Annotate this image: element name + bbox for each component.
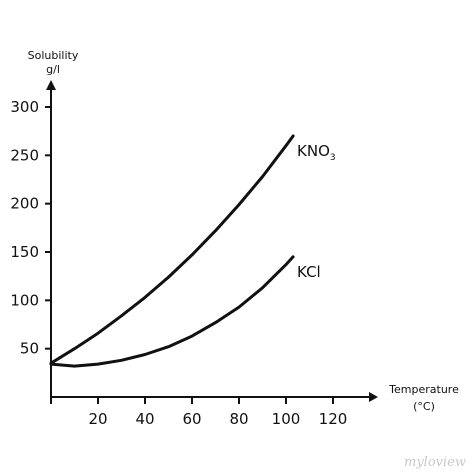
- series-line-kno3: [49, 134, 295, 365]
- y-axis-arrow: [46, 80, 56, 90]
- x-tick-label: 20: [88, 410, 107, 428]
- series-label-kno3: KNO3: [297, 142, 336, 163]
- y-tick-label: 300: [10, 98, 39, 116]
- x-tick-label: 80: [229, 410, 248, 428]
- y-tick-label: 200: [10, 195, 39, 213]
- x-axis-unit: (°C): [413, 400, 435, 413]
- x-tick-label: 100: [272, 410, 301, 428]
- series-line-kcl: [49, 255, 295, 368]
- series-lines: [49, 134, 295, 368]
- x-tick-label: 40: [135, 410, 154, 428]
- y-tick-label: 250: [10, 146, 39, 164]
- series-label-kcl: KCl: [297, 263, 321, 281]
- axes: [46, 80, 378, 402]
- y-axis-title: Solubility: [28, 49, 79, 62]
- x-axis-title: Temperature: [388, 383, 459, 396]
- x-tick-label: 60: [182, 410, 201, 428]
- watermark-logo: myloview: [404, 455, 466, 470]
- y-tick-label: 100: [10, 291, 39, 309]
- y-tick-label: 50: [20, 340, 39, 358]
- x-tick-label: 120: [319, 410, 348, 428]
- ticks: 20 40 60 80 100 120 50 100 150 200 250 300: [10, 98, 347, 428]
- x-axis-arrow: [369, 392, 378, 402]
- series-labels: KNO3 KCl: [297, 142, 336, 281]
- y-axis-unit: g/l: [46, 63, 60, 76]
- y-tick-label: 150: [10, 243, 39, 261]
